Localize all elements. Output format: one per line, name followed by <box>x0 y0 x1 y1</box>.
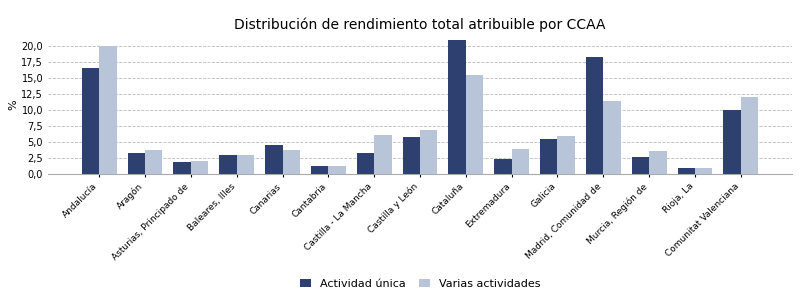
Bar <box>237 155 254 174</box>
Bar <box>374 135 391 174</box>
Bar <box>174 162 191 174</box>
Title: Distribución de rendimiento total atribuible por CCAA: Distribución de rendimiento total atribu… <box>234 18 606 32</box>
Bar <box>695 168 712 174</box>
Bar <box>449 40 466 174</box>
Bar <box>219 155 237 174</box>
Bar <box>632 157 649 174</box>
Bar <box>723 110 741 174</box>
Bar <box>494 159 512 174</box>
Bar <box>282 150 300 174</box>
Bar <box>99 46 117 174</box>
Bar <box>128 153 145 174</box>
Bar <box>82 68 99 174</box>
Bar <box>741 97 758 174</box>
Bar <box>265 145 282 174</box>
Bar <box>311 166 328 174</box>
Bar <box>512 149 529 174</box>
Bar <box>328 166 346 174</box>
Bar <box>145 150 162 174</box>
Bar <box>558 136 575 174</box>
Y-axis label: %: % <box>9 100 18 110</box>
Bar <box>402 137 420 174</box>
Bar <box>649 151 666 174</box>
Bar <box>603 101 621 174</box>
Bar <box>678 168 695 174</box>
Bar <box>357 153 374 174</box>
Bar <box>191 160 208 174</box>
Legend: Actividad única, Varias actividades: Actividad única, Varias actividades <box>300 279 540 289</box>
Bar <box>540 139 558 174</box>
Bar <box>466 74 483 174</box>
Bar <box>420 130 438 174</box>
Bar <box>586 57 603 174</box>
